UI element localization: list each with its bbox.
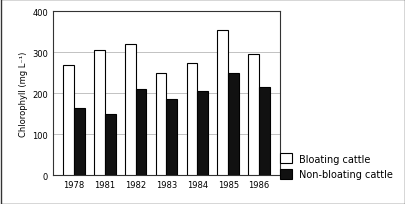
Bar: [135, 90, 146, 175]
Bar: [247, 55, 258, 175]
Bar: [258, 88, 269, 175]
Bar: [186, 63, 197, 175]
Bar: [197, 92, 208, 175]
Legend: Bloating cattle, Non-bloating cattle: Bloating cattle, Non-bloating cattle: [275, 150, 396, 183]
Bar: [74, 108, 85, 175]
Bar: [104, 114, 115, 175]
Bar: [228, 73, 239, 175]
Bar: [63, 65, 74, 175]
Bar: [155, 73, 166, 175]
Bar: [217, 31, 228, 175]
Bar: [94, 51, 104, 175]
Y-axis label: Chlorophyll (mg L⁻¹): Chlorophyll (mg L⁻¹): [19, 51, 28, 136]
Bar: [166, 100, 177, 175]
Bar: [124, 45, 135, 175]
